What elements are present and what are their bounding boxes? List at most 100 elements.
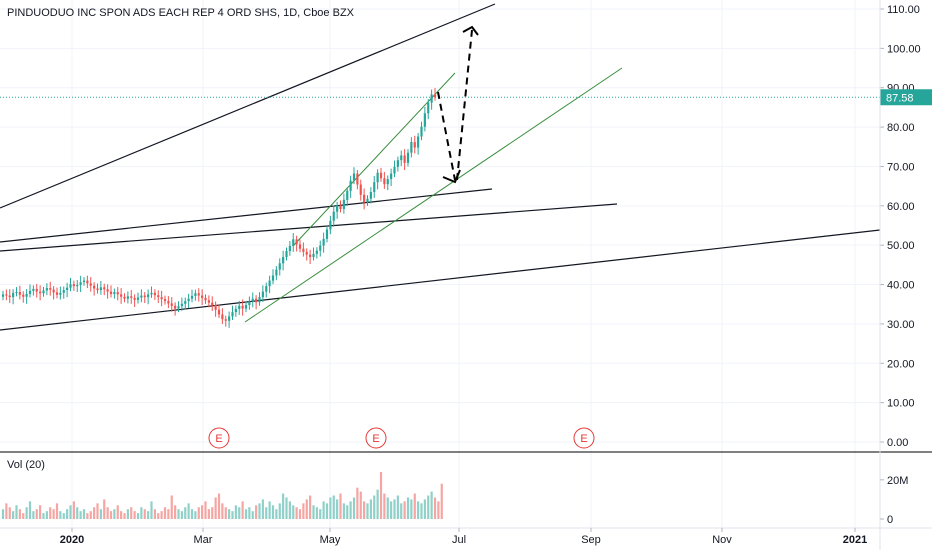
volume-bar[interactable] <box>231 511 233 519</box>
volume-bar[interactable] <box>380 472 382 519</box>
volume-bar[interactable] <box>46 511 48 519</box>
candle[interactable] <box>289 246 291 251</box>
candle[interactable] <box>356 174 358 185</box>
candle[interactable] <box>316 251 318 254</box>
candle[interactable] <box>80 282 82 285</box>
candle[interactable] <box>377 173 379 182</box>
candle[interactable] <box>86 281 88 284</box>
candle[interactable] <box>366 199 368 203</box>
candle[interactable] <box>96 288 98 290</box>
candle[interactable] <box>9 296 11 298</box>
volume-bar[interactable] <box>63 513 65 519</box>
volume-bar[interactable] <box>323 501 325 519</box>
candle[interactable] <box>107 289 109 291</box>
volume-bar[interactable] <box>329 497 331 519</box>
candle[interactable] <box>5 294 7 295</box>
candle[interactable] <box>171 303 173 305</box>
volume-bar[interactable] <box>53 509 55 519</box>
candle[interactable] <box>258 297 260 302</box>
candle[interactable] <box>123 297 125 299</box>
volume-bar[interactable] <box>12 511 14 519</box>
candle[interactable] <box>29 291 31 294</box>
candle[interactable] <box>373 182 375 192</box>
volume-bar[interactable] <box>73 501 75 519</box>
volume-bar[interactable] <box>427 496 429 520</box>
candle[interactable] <box>309 255 311 257</box>
volume-bar[interactable] <box>83 509 85 519</box>
candle[interactable] <box>306 252 308 255</box>
candle[interactable] <box>353 174 355 181</box>
candle[interactable] <box>370 192 372 199</box>
volume-bar[interactable] <box>42 513 44 519</box>
candle[interactable] <box>12 293 14 297</box>
volume-bar[interactable] <box>309 496 311 520</box>
volume-bar[interactable] <box>292 505 294 519</box>
volume-bar[interactable] <box>93 507 95 519</box>
volume-bar[interactable] <box>312 505 314 519</box>
volume-bar[interactable] <box>26 507 28 519</box>
candle[interactable] <box>420 127 422 137</box>
volume-bar[interactable] <box>441 484 443 519</box>
candle[interactable] <box>410 142 412 153</box>
candle[interactable] <box>215 305 217 310</box>
volume-bar[interactable] <box>120 511 122 519</box>
volume-bar[interactable] <box>208 509 210 519</box>
volume-bar[interactable] <box>140 507 142 519</box>
candle[interactable] <box>329 221 331 230</box>
volume-bar[interactable] <box>336 499 338 519</box>
candle[interactable] <box>42 290 44 293</box>
candle[interactable] <box>134 298 136 300</box>
volume-bar[interactable] <box>397 496 399 520</box>
candle[interactable] <box>228 316 230 320</box>
candle[interactable] <box>46 288 48 290</box>
volume-bar[interactable] <box>431 492 433 519</box>
volume-bar[interactable] <box>373 496 375 520</box>
candle[interactable] <box>177 306 179 308</box>
volume-bar[interactable] <box>302 503 304 519</box>
candle[interactable] <box>150 293 152 295</box>
candle[interactable] <box>363 195 365 202</box>
volume-bar[interactable] <box>188 503 190 519</box>
candle[interactable] <box>53 290 55 293</box>
volume-bar[interactable] <box>181 511 183 519</box>
trendline-mid-black-1[interactable] <box>0 189 492 242</box>
candle[interactable] <box>154 293 156 295</box>
candle[interactable] <box>110 292 112 294</box>
candle[interactable] <box>275 270 277 276</box>
volume-bar[interactable] <box>194 511 196 519</box>
candle[interactable] <box>49 288 51 290</box>
volume-bar[interactable] <box>414 494 416 519</box>
volume-bar[interactable] <box>100 509 102 519</box>
volume-bar[interactable] <box>56 503 58 519</box>
volume-bar[interactable] <box>424 499 426 519</box>
volume-bar[interactable] <box>76 507 78 519</box>
candle[interactable] <box>387 179 389 184</box>
candle[interactable] <box>431 94 433 102</box>
candle[interactable] <box>262 292 264 298</box>
volume-bar[interactable] <box>343 503 345 519</box>
candle[interactable] <box>66 288 68 290</box>
volume-bar[interactable] <box>225 507 227 519</box>
candle[interactable] <box>73 284 75 286</box>
volume-bar[interactable] <box>191 509 193 519</box>
volume-bar[interactable] <box>366 503 368 519</box>
volume-bar[interactable] <box>346 505 348 519</box>
volume-bar[interactable] <box>289 501 291 519</box>
candle[interactable] <box>414 142 416 148</box>
candle[interactable] <box>69 284 71 288</box>
volume-bar[interactable] <box>215 497 217 519</box>
candle[interactable] <box>204 298 206 300</box>
volume-bar[interactable] <box>245 509 247 519</box>
candle[interactable] <box>181 304 183 306</box>
volume-bar[interactable] <box>400 503 402 519</box>
volume-bar[interactable] <box>356 488 358 519</box>
candle[interactable] <box>36 289 38 292</box>
volume-bar[interactable] <box>377 490 379 519</box>
candle[interactable] <box>434 94 436 97</box>
volume-bar[interactable] <box>360 492 362 519</box>
candle[interactable] <box>427 103 429 114</box>
volume-bar[interactable] <box>15 505 17 519</box>
volume-bar[interactable] <box>387 497 389 519</box>
y-axis[interactable]: 0.0010.0020.0030.0040.0050.0060.0070.008… <box>880 4 921 449</box>
volume-bar[interactable] <box>211 507 213 519</box>
